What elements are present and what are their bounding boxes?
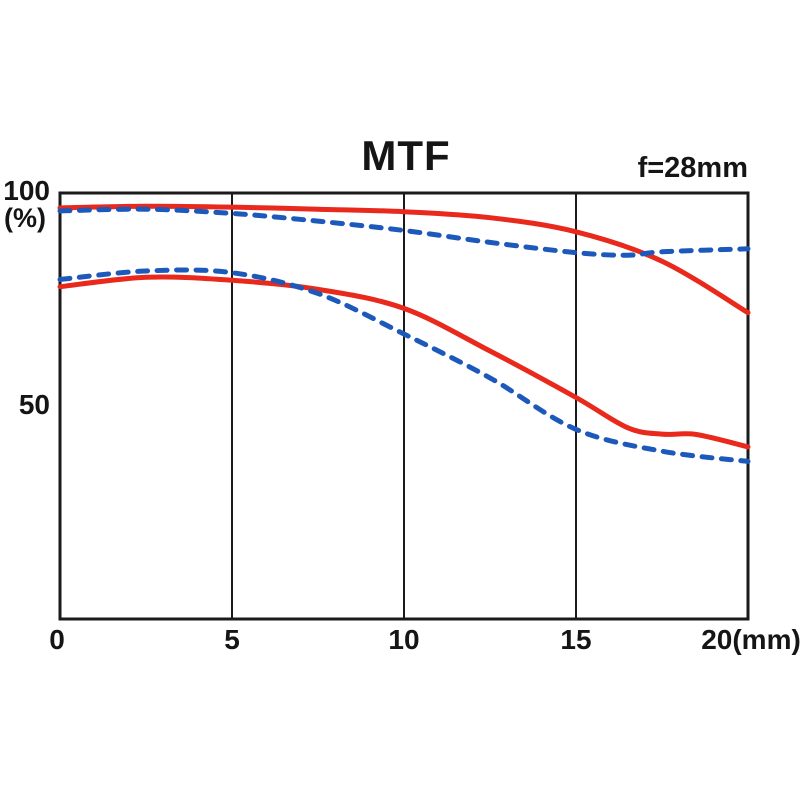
x-tick-label-10: 10 xyxy=(388,624,420,655)
y-tick-label-50: 50 xyxy=(18,389,50,420)
x-tick-label-5: 5 xyxy=(224,624,240,655)
chart-title: MTF xyxy=(361,132,451,179)
y-axis-unit-label: (%) xyxy=(4,203,46,233)
curve-red-solid-lower xyxy=(57,274,751,450)
curve-blue-dashed-upper xyxy=(57,206,751,258)
y-tick-label-100: 100 xyxy=(3,175,50,206)
x-tick-label-20mm: 20(mm) xyxy=(701,624,800,655)
focal-length-label: f=28mm xyxy=(637,152,748,184)
x-tick-label-15: 15 xyxy=(560,624,592,655)
x-tick-label-0: 0 xyxy=(49,624,65,655)
curve-blue-dashed-lower xyxy=(57,267,751,464)
plot-frame xyxy=(58,191,750,621)
